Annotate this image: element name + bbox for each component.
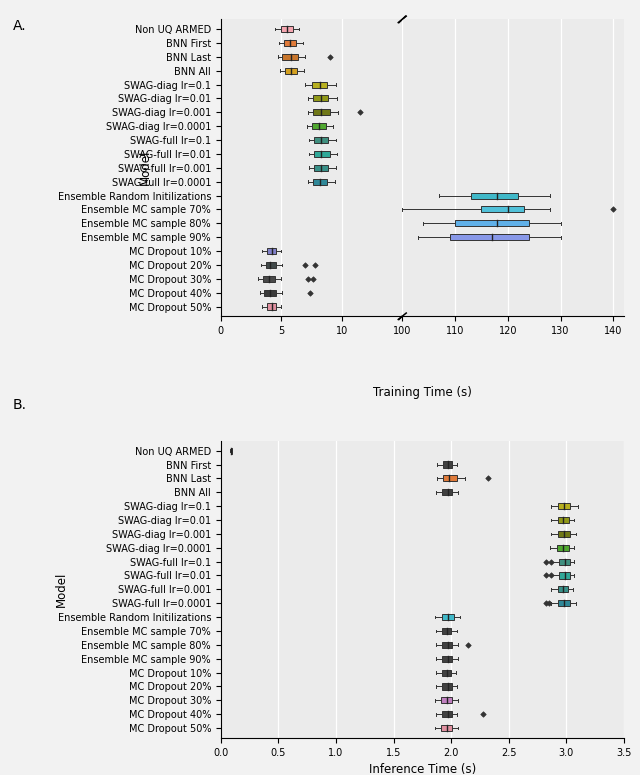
Bar <box>312 81 327 88</box>
Bar <box>313 178 327 184</box>
Bar <box>442 684 452 690</box>
Bar <box>442 642 452 648</box>
Bar <box>264 290 276 296</box>
Bar <box>559 559 570 565</box>
Bar <box>558 531 570 537</box>
Bar <box>267 248 276 254</box>
Text: Training Time (s): Training Time (s) <box>373 386 472 399</box>
Bar <box>230 448 232 453</box>
Bar <box>442 670 451 676</box>
Bar <box>263 276 275 282</box>
Bar <box>481 206 524 212</box>
Bar <box>558 587 568 592</box>
Bar <box>442 614 454 620</box>
Bar <box>313 95 328 102</box>
Text: A.: A. <box>13 19 26 33</box>
Y-axis label: Model: Model <box>139 150 152 185</box>
Bar <box>455 220 529 226</box>
Bar <box>558 503 570 509</box>
Bar <box>282 26 293 32</box>
Bar <box>267 304 276 309</box>
Bar <box>450 234 529 240</box>
Bar <box>282 53 298 60</box>
Bar <box>558 600 570 606</box>
Bar <box>441 725 452 731</box>
X-axis label: Inference Time (s): Inference Time (s) <box>369 763 476 775</box>
Y-axis label: Model: Model <box>54 572 68 607</box>
Bar <box>443 461 452 467</box>
Bar <box>441 698 452 704</box>
Bar <box>312 123 326 129</box>
Bar <box>558 517 569 523</box>
Bar <box>442 711 452 718</box>
Bar <box>314 151 330 157</box>
Bar <box>443 475 457 481</box>
Bar <box>314 165 328 170</box>
Bar <box>266 262 276 268</box>
Bar <box>557 545 569 551</box>
Bar <box>559 573 570 579</box>
Bar <box>442 628 451 634</box>
Bar <box>442 489 452 495</box>
Bar <box>471 192 518 198</box>
Bar <box>314 137 328 143</box>
Text: B.: B. <box>13 398 27 412</box>
Bar <box>285 67 297 74</box>
Bar <box>313 109 330 115</box>
Bar <box>284 40 296 46</box>
Bar <box>442 656 452 662</box>
